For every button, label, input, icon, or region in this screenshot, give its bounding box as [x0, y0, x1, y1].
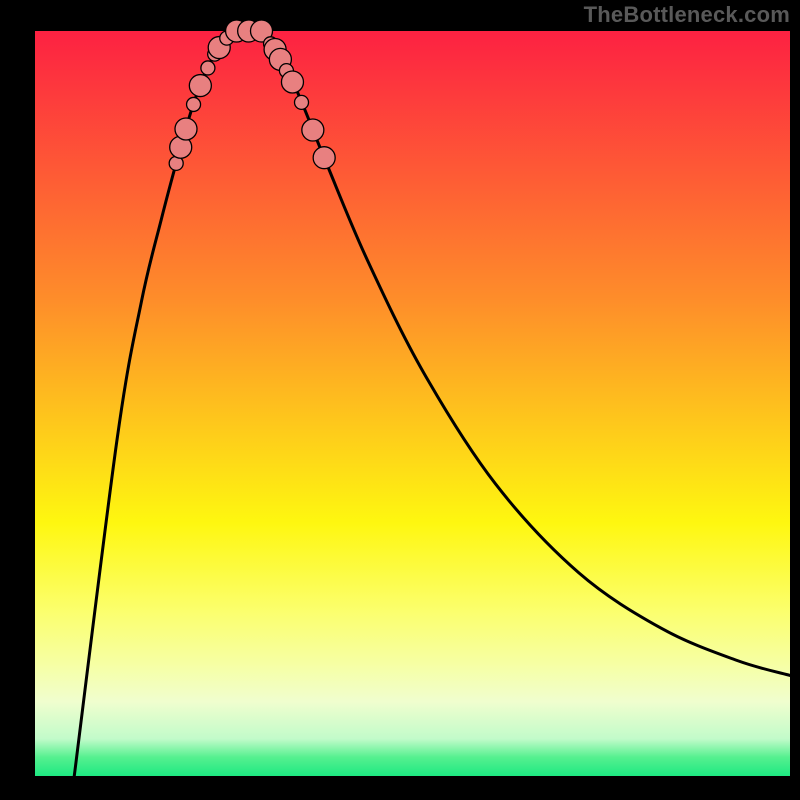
data-point: [302, 119, 324, 141]
data-point: [189, 75, 211, 97]
data-point: [281, 71, 303, 93]
data-point: [175, 118, 197, 140]
chart-background: [35, 31, 790, 776]
data-point: [295, 95, 309, 109]
data-point: [313, 147, 335, 169]
watermark-text: TheBottleneck.com: [584, 2, 790, 28]
data-point: [201, 61, 215, 75]
data-point: [187, 97, 201, 111]
bottleneck-chart: [0, 0, 800, 800]
